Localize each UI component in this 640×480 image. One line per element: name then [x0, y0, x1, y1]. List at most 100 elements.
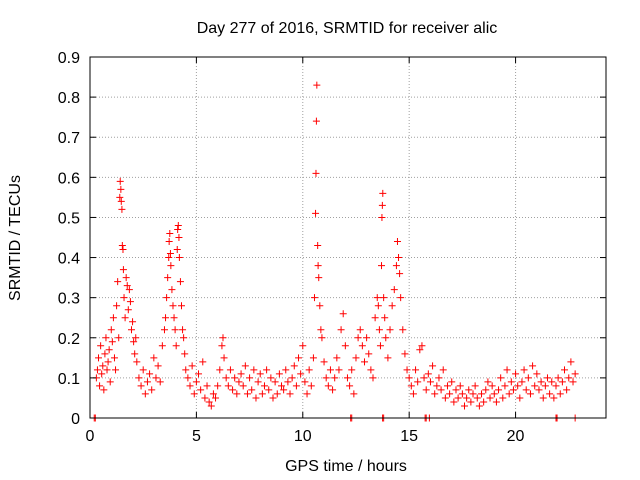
data-point	[426, 378, 434, 386]
data-point	[118, 205, 126, 213]
data-point	[263, 366, 271, 374]
data-point	[107, 326, 115, 334]
data-point	[121, 314, 129, 322]
data-point	[95, 354, 103, 362]
data-point	[233, 390, 241, 398]
data-point	[180, 334, 188, 342]
data-point	[256, 370, 264, 378]
data-point	[312, 169, 320, 177]
data-point	[478, 390, 486, 398]
data-point	[154, 362, 162, 370]
data-point	[339, 310, 347, 318]
data-point	[465, 386, 473, 394]
data-point	[467, 398, 475, 406]
data-point	[162, 314, 170, 322]
data-point	[186, 382, 194, 390]
y-tick-label: 0.9	[58, 50, 80, 67]
data-point	[125, 286, 133, 294]
data-point	[516, 394, 524, 402]
data-point	[192, 378, 200, 386]
data-point	[297, 370, 305, 378]
data-point	[556, 390, 564, 398]
data-point	[499, 394, 507, 402]
data-point	[307, 382, 315, 390]
data-point	[168, 286, 176, 294]
data-point	[429, 362, 437, 370]
data-point	[205, 398, 213, 406]
data-point	[167, 262, 175, 270]
data-point	[214, 382, 222, 390]
x-tick-label: 20	[507, 428, 525, 445]
data-point	[546, 390, 554, 398]
data-point	[239, 382, 247, 390]
data-point	[150, 354, 158, 362]
data-point	[409, 390, 417, 398]
data-point	[503, 366, 511, 374]
data-point	[314, 242, 322, 250]
data-point	[335, 366, 343, 374]
data-point	[273, 390, 281, 398]
data-point	[114, 278, 122, 286]
data-point	[103, 366, 111, 374]
data-point	[117, 185, 125, 193]
data-point	[433, 382, 441, 390]
data-point	[286, 390, 294, 398]
data-point	[492, 398, 500, 406]
data-point	[486, 394, 494, 402]
data-point	[539, 394, 547, 402]
data-point	[127, 326, 135, 334]
data-point	[248, 386, 256, 394]
data-point	[392, 262, 400, 270]
data-point	[379, 189, 387, 197]
data-point	[169, 302, 177, 310]
data-point	[443, 382, 451, 390]
data-point	[558, 378, 566, 386]
data-point	[113, 302, 121, 310]
data-point	[102, 334, 110, 342]
data-point	[378, 201, 386, 209]
data-point	[174, 221, 182, 229]
data-point	[401, 350, 409, 358]
y-tick-label: 0.1	[58, 371, 80, 388]
data-point	[165, 254, 173, 262]
data-point	[567, 358, 575, 366]
data-point	[533, 370, 541, 378]
data-point	[305, 366, 313, 374]
data-point	[158, 342, 166, 350]
data-point	[105, 346, 113, 354]
data-point	[313, 81, 321, 89]
data-point	[152, 374, 160, 382]
data-point	[175, 254, 183, 262]
data-point	[172, 342, 180, 350]
data-point	[509, 386, 517, 394]
data-point	[164, 274, 172, 282]
data-point	[292, 382, 300, 390]
data-point	[348, 366, 356, 374]
data-point	[241, 362, 249, 370]
data-points	[90, 81, 579, 422]
data-point	[109, 314, 117, 322]
data-point	[374, 302, 382, 310]
data-point	[173, 246, 181, 254]
data-point	[318, 334, 326, 342]
data-point	[331, 374, 339, 382]
data-point	[97, 342, 105, 350]
data-point	[475, 402, 483, 410]
data-point	[301, 378, 309, 386]
data-point	[405, 374, 413, 382]
data-point	[363, 334, 371, 342]
data-point	[115, 334, 123, 342]
data-point	[98, 370, 106, 378]
data-point	[350, 390, 358, 398]
data-point	[431, 390, 439, 398]
axis-ticks: 0 5 10 15 20 0 0.1 0.2 0.3 0.4 0.5 0.6 0.7 0.8 0.9	[58, 50, 606, 445]
data-point	[166, 250, 174, 258]
data-point	[312, 209, 320, 217]
data-point	[181, 350, 189, 358]
data-point	[548, 378, 556, 386]
data-point	[393, 238, 401, 246]
data-point	[550, 394, 558, 402]
data-point	[282, 366, 290, 374]
data-point	[518, 378, 526, 386]
data-point	[184, 374, 192, 382]
